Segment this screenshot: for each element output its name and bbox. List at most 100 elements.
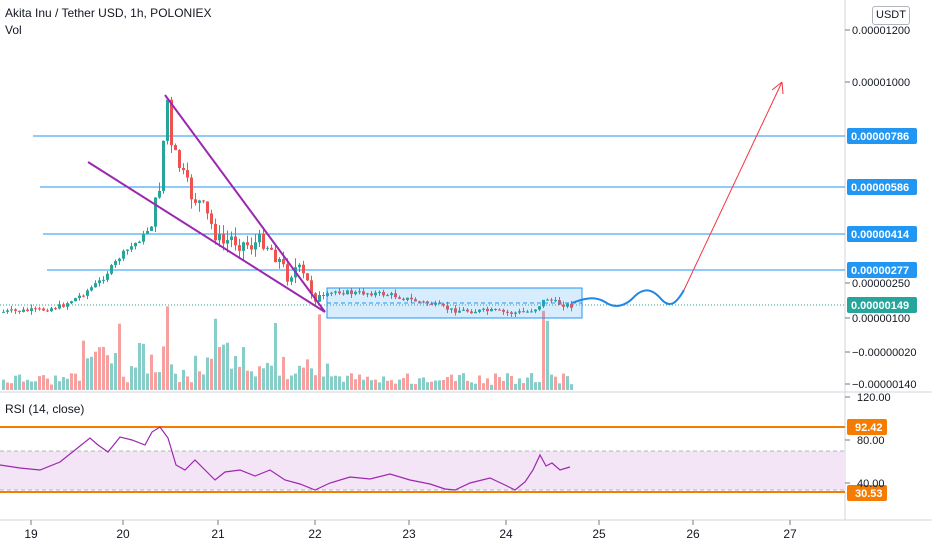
candle-body [30,308,33,312]
candle-body [306,273,309,281]
volume-bar [418,378,421,390]
volume-bar [370,380,373,390]
candle-body [494,308,497,310]
volume-bar [490,384,493,390]
candle-body [538,306,541,310]
candle-body [110,265,113,274]
volume-bar [170,364,173,390]
rsi-band [0,451,845,490]
volume-bar [314,375,317,390]
volume-bar [246,370,249,390]
volume-bar [158,372,161,390]
candle-body [334,291,337,293]
volume-bar [406,373,409,390]
volume-bar [14,375,17,390]
volume-bar [346,375,349,390]
candle-body [534,309,537,312]
volume-bar [522,383,525,390]
volume-bar [474,383,477,390]
volume-bar [26,379,29,390]
candle-body [346,290,349,295]
volume-bar [90,356,93,390]
volume-bar [210,358,213,390]
volume-bar [30,381,33,390]
candle-body [322,295,325,297]
volume-bar [122,376,125,390]
time-tick-label: 22 [308,527,322,541]
candle-body [154,197,157,227]
candle-body [290,277,293,282]
candle-body [430,303,433,305]
candle-body [262,233,265,249]
volume-bar [514,383,517,390]
candle-body [38,308,41,310]
rsi-tick-label: 120.00 [857,392,891,404]
candle-body [338,291,341,294]
volume-bar [378,382,381,390]
candle-body [270,247,273,250]
volume-bar [254,376,257,390]
volume-bar [198,371,201,390]
candle-body [142,233,145,242]
candle-body [490,308,493,312]
candle-body [282,259,285,265]
candle-body [570,303,573,308]
volume-bar [190,382,193,390]
candle-body [394,293,397,298]
volume-bar [374,379,377,390]
volume-bar [362,379,365,390]
candle-body [386,295,389,297]
rsi-lower-label-bg [847,485,887,501]
candle-body [478,309,481,312]
projection-wave [571,289,685,307]
volume-bar [458,374,461,390]
candle-body [514,312,517,314]
price-tick-label: 0.00001200 [852,25,910,37]
candle-body [390,293,393,296]
volume-bar [166,306,169,390]
candle-body [54,308,57,310]
level-label-bg [847,262,917,278]
candle-body [186,170,189,178]
candle-body [146,231,149,234]
volume-bar [46,378,49,390]
candle-body [518,311,521,313]
volume-bar [38,376,41,390]
volume-bar [382,376,385,390]
candle-body [122,250,125,259]
candle-body [26,309,29,312]
candle-body [58,304,61,309]
time-tick-label: 27 [783,527,797,541]
candle-body [554,300,557,302]
candle-body [66,303,69,307]
candle-body [150,226,153,232]
candle-body [414,299,417,302]
candle-body [74,298,77,302]
candle-body [98,280,101,284]
candle-body [458,310,461,313]
volume-bar [330,376,333,390]
volume-bar [390,380,393,390]
volume-bar [534,382,537,390]
candle-body [542,299,545,307]
volume-bar [142,343,145,390]
candle-body [546,299,549,301]
volume-bar [130,366,133,390]
volume-bar [462,373,465,390]
volume-bar [62,377,65,390]
chart-title: Akita Inu / Tether USD, 1h, POLONIEX [5,6,212,20]
volume-bar [442,380,445,390]
currency-button[interactable]: USDT [872,6,910,25]
volume-bar [486,378,489,390]
candle-body [162,140,165,191]
candle-body [410,297,413,300]
candle-body [402,298,405,300]
time-tick-label: 25 [592,527,606,541]
volume-bar [98,347,101,390]
volume-bar [446,376,449,390]
volume-bar [394,383,397,390]
candle-body [470,311,473,314]
volume-bar [454,381,457,390]
volume-bar [22,381,25,390]
